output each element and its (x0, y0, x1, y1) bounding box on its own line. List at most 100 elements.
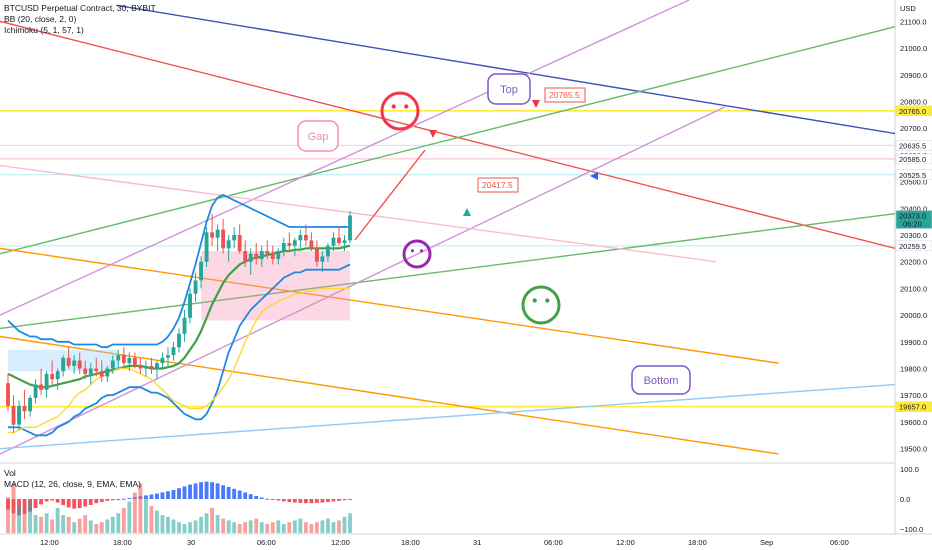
candle-body-1 (11, 405, 16, 425)
candle-8 (50, 360, 55, 385)
volume-bar-55 (309, 524, 314, 533)
trendline-2 (0, 26, 896, 255)
macd-bar-12 (72, 499, 77, 509)
legend-macd[interactable]: MACD (12, 26, close, 9, EMA, EMA) (4, 479, 141, 489)
macd-bar-14 (83, 499, 88, 507)
volume-bar-1 (11, 483, 16, 533)
x-tick-2: 30 (187, 538, 195, 547)
price-tag-bg-6 (895, 401, 932, 412)
macd-bar-29 (166, 491, 170, 499)
macd-bar-3 (22, 499, 27, 514)
smiley-sad-eye-right (545, 298, 550, 303)
candle-body-50 (281, 243, 286, 252)
candle-body-8 (50, 373, 55, 380)
macd-bar-45 (254, 496, 259, 499)
candle-body-61 (342, 240, 347, 244)
candle-58 (326, 243, 330, 262)
x-tick-11: 06:00 (830, 538, 849, 547)
candle-body-12 (72, 360, 77, 366)
candle-51 (287, 232, 292, 252)
annotation-price-20765-box (544, 87, 586, 103)
macd-bar-47 (265, 498, 270, 500)
y-tick-7: 20400.0 (900, 204, 927, 213)
volume-bar-11 (66, 516, 71, 533)
candle-49 (276, 248, 281, 265)
volume-bar-2 (17, 506, 21, 533)
candle-47 (265, 240, 270, 260)
volume-bar-54 (303, 522, 308, 533)
macd-bar-62 (348, 499, 352, 500)
candle-44 (248, 248, 253, 276)
series-line-3 (8, 287, 350, 434)
macd-bar-61 (342, 499, 347, 501)
legend-bb[interactable]: BB (20, close, 2, 0) (4, 14, 77, 24)
marker-down-top (532, 100, 540, 108)
price-tag-label-3: 20525.5 (899, 171, 926, 180)
annotation-price-20765-label: 20765.5 (549, 90, 580, 100)
macd-bar-55 (309, 499, 314, 504)
trendline-8 (0, 164, 717, 263)
macd-tick-2: −100.0 (900, 525, 923, 534)
candle-body-2 (17, 405, 21, 425)
candle-body-11 (66, 357, 71, 366)
candle-body-27 (155, 363, 159, 369)
legend-ichimoku[interactable]: Ichimoku (5, 1, 57, 1) (4, 25, 84, 35)
volume-bar-51 (287, 522, 292, 533)
macd-bar-28 (160, 492, 165, 499)
candle-body-22 (127, 357, 132, 364)
candle-1 (11, 395, 16, 433)
candle-body-53 (298, 235, 303, 241)
macd-bar-13 (77, 499, 82, 508)
volume-bar-32 (182, 524, 187, 533)
volume-bar-8 (50, 519, 55, 533)
volume-bar-13 (77, 518, 82, 533)
volume-bar-27 (155, 510, 159, 533)
macd-bar-7 (44, 499, 49, 502)
volume-bar-16 (94, 524, 99, 533)
candle-body-54 (303, 235, 308, 241)
x-tick-1: 18:00 (113, 538, 132, 547)
macd-bar-36 (204, 481, 209, 499)
candle-0 (6, 373, 10, 412)
y-tick-3: 20800.0 (900, 97, 927, 106)
macd-bar-30 (171, 490, 176, 499)
legend-vol[interactable]: Vol (4, 468, 16, 478)
y-tick-4: 20700.0 (900, 124, 927, 133)
y-tick-1: 21000.0 (900, 44, 927, 53)
candle-40 (226, 235, 231, 262)
price-tag-label-6: 19657.0 (899, 403, 926, 412)
macd-bar-53 (298, 499, 303, 503)
macd-bar-5 (33, 499, 38, 508)
candle-body-55 (309, 240, 314, 249)
volume-bar-38 (215, 515, 220, 533)
candle-body-56 (314, 248, 319, 262)
macd-bar-48 (270, 499, 275, 500)
candle-body-21 (121, 355, 126, 364)
macd-bar-46 (259, 497, 264, 499)
x-tick-8: 12:00 (616, 538, 635, 547)
volume-bar-22 (127, 501, 132, 533)
y-tick-8: 20300.0 (900, 231, 927, 240)
candle-body-49 (276, 251, 281, 260)
price-tag-sub-4: 06:20 (903, 220, 922, 229)
smiley-neutral-eye-left (410, 249, 415, 253)
volume-bar-30 (171, 519, 176, 533)
series-line-2 (8, 263, 351, 437)
legend-title[interactable]: BTCUSD Perpetual Contract, 30, BYBIT (4, 3, 156, 13)
macd-bar-32 (182, 486, 187, 499)
x-tick-10: Sep (760, 538, 773, 547)
candle-62 (348, 210, 352, 244)
annotation-gap-label: Gap (308, 131, 329, 143)
price-tag-bg-2 (895, 153, 932, 165)
candle-25 (143, 360, 148, 377)
volume-bar-45 (254, 518, 259, 533)
candle-45 (254, 243, 259, 265)
macd-bar-51 (287, 499, 292, 502)
macd-bar-33 (188, 484, 192, 499)
series-line-1 (7, 244, 351, 389)
macd-bar-50 (281, 499, 286, 502)
candle-12 (72, 355, 77, 374)
volume-bar-43 (243, 522, 248, 533)
